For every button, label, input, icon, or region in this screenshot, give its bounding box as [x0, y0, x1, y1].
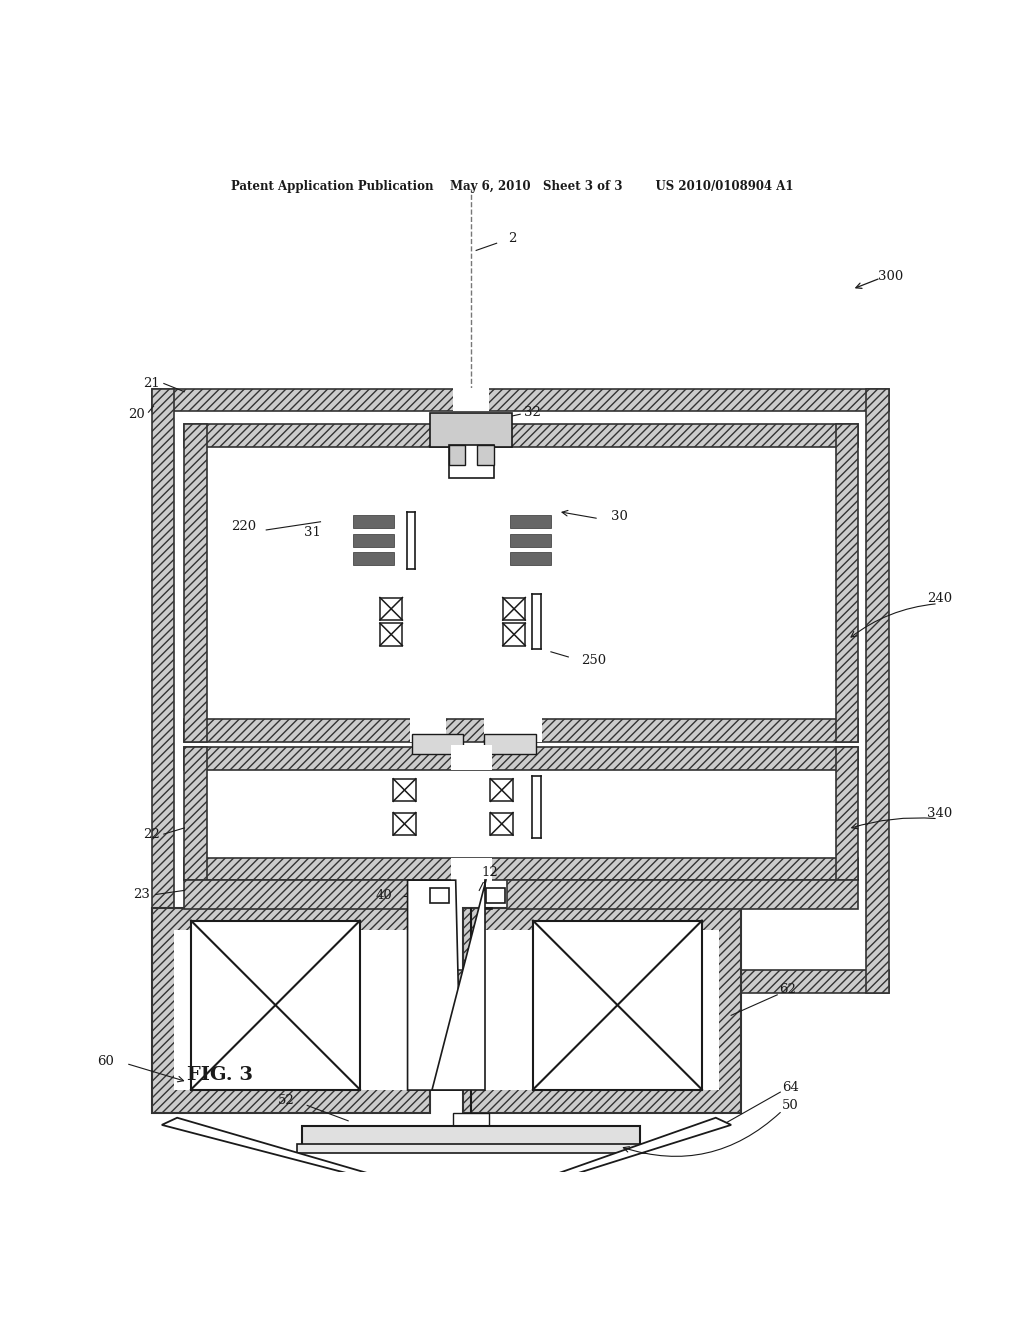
Bar — [866, 388, 889, 993]
Bar — [453, 1113, 489, 1131]
Text: 20: 20 — [128, 408, 144, 421]
Bar — [449, 445, 494, 478]
Bar — [152, 388, 174, 993]
Text: 31: 31 — [304, 525, 321, 539]
Polygon shape — [483, 1118, 731, 1200]
Text: 52: 52 — [279, 1094, 295, 1106]
Bar — [353, 515, 394, 528]
Text: 22: 22 — [143, 828, 160, 841]
Polygon shape — [432, 880, 486, 1090]
Bar — [152, 388, 889, 411]
Bar — [174, 411, 866, 970]
Text: 2: 2 — [508, 231, 516, 244]
Bar — [430, 413, 512, 447]
Bar — [510, 533, 551, 546]
Bar — [152, 970, 889, 993]
Text: FIG. 3: FIG. 3 — [187, 1065, 253, 1084]
Bar — [412, 734, 463, 754]
Bar — [207, 770, 836, 858]
Bar — [353, 552, 394, 565]
Text: 12: 12 — [481, 866, 498, 879]
Bar — [485, 931, 719, 1090]
Bar — [451, 858, 492, 882]
Polygon shape — [162, 1118, 459, 1200]
Bar — [490, 813, 513, 836]
Bar — [152, 908, 430, 1113]
Bar — [484, 717, 542, 742]
Bar — [453, 388, 489, 411]
Bar — [449, 445, 465, 466]
Bar — [184, 747, 207, 880]
Text: 220: 220 — [231, 520, 256, 533]
Text: 60: 60 — [97, 1055, 114, 1068]
Bar — [380, 623, 402, 645]
Bar — [534, 920, 702, 1089]
Text: 40: 40 — [376, 890, 392, 902]
Bar — [184, 719, 858, 742]
Bar — [184, 425, 858, 447]
Bar — [410, 717, 446, 742]
Bar — [393, 779, 416, 801]
Text: 300: 300 — [879, 269, 903, 282]
Bar — [184, 747, 858, 770]
Bar — [190, 920, 360, 1089]
Bar — [510, 552, 551, 565]
Bar — [174, 931, 408, 1090]
Bar — [184, 880, 435, 909]
Text: 64: 64 — [782, 1081, 799, 1093]
Polygon shape — [408, 880, 461, 1090]
Text: 32: 32 — [524, 405, 541, 418]
Bar — [184, 425, 207, 742]
Text: 340: 340 — [928, 807, 952, 820]
Text: 23: 23 — [133, 888, 150, 902]
Bar — [393, 813, 416, 836]
Bar — [503, 598, 525, 620]
Bar — [297, 1144, 645, 1152]
Bar — [184, 858, 858, 880]
Bar — [507, 880, 858, 909]
Text: 50: 50 — [782, 1100, 799, 1111]
Bar — [463, 908, 741, 1113]
Text: 62: 62 — [779, 983, 796, 997]
Bar — [430, 888, 449, 903]
Bar — [451, 744, 492, 770]
Bar — [477, 445, 494, 466]
Bar — [510, 515, 551, 528]
Bar — [302, 1126, 640, 1146]
Bar — [836, 747, 858, 880]
Bar — [503, 623, 525, 645]
Text: 21: 21 — [143, 378, 160, 389]
Text: 30: 30 — [611, 510, 628, 523]
Bar — [451, 422, 492, 447]
Text: Patent Application Publication    May 6, 2010   Sheet 3 of 3        US 2010/0108: Patent Application Publication May 6, 20… — [230, 181, 794, 194]
Bar — [484, 734, 536, 754]
Bar — [380, 598, 402, 620]
Bar — [490, 779, 513, 801]
Bar — [486, 888, 505, 903]
Bar — [207, 447, 836, 719]
Bar — [836, 425, 858, 742]
Bar — [353, 533, 394, 546]
Text: 250: 250 — [582, 653, 606, 667]
Text: 240: 240 — [928, 593, 952, 605]
